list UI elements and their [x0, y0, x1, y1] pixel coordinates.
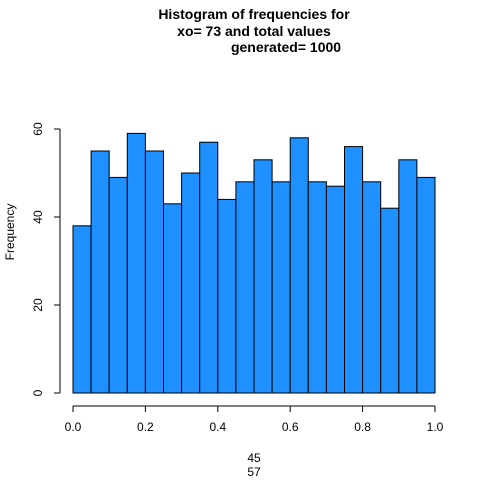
histogram-bar: [271, 181, 291, 394]
histogram-bar: [344, 146, 364, 394]
x-tick-label: 0.4: [209, 420, 226, 434]
histogram-bar: [163, 203, 183, 394]
histogram-bar: [362, 181, 382, 394]
histogram-bar: [253, 159, 273, 394]
y-tick-label: 20: [31, 298, 45, 312]
histogram-bar: [90, 150, 110, 394]
x-tick-label: 1.0: [427, 420, 444, 434]
histogram-bar: [307, 181, 327, 394]
y-tick-label: 60: [31, 122, 45, 136]
histogram-bar: [398, 159, 418, 394]
histogram-bar: [126, 132, 146, 394]
chart-title-line-3: generated= 1000: [231, 39, 341, 55]
histogram-bar: [416, 176, 436, 394]
x-tick-label: 0.8: [354, 420, 371, 434]
y-tick-label: 0: [31, 389, 45, 396]
histogram-bar: [217, 198, 237, 394]
histogram-bar: [144, 150, 164, 394]
chart-title-line-1: Histogram of frequencies for: [158, 6, 350, 22]
x-tick-label: 0.6: [282, 420, 299, 434]
y-tick-label: 40: [31, 210, 45, 224]
histogram-bar: [181, 172, 201, 394]
y-axis-label: Frequency: [3, 204, 17, 261]
histogram-bar: [289, 137, 309, 394]
x-axis-label-line-2: 57: [247, 465, 261, 479]
histogram-bar: [380, 207, 400, 394]
histogram-bar: [325, 185, 345, 394]
histogram-bar: [235, 181, 255, 394]
x-tick-label: 0.2: [137, 420, 154, 434]
x-axis-label-line-1: 45: [247, 451, 261, 465]
axes-group: 0.0 0.2 0.4 0.6 0.8 1.0 0 20 40 60: [31, 122, 444, 434]
bars-group: [72, 132, 436, 394]
histogram-bar: [199, 141, 219, 394]
histogram-bar: [72, 225, 92, 394]
chart-title-line-2: xo= 73 and total values: [177, 23, 331, 39]
x-tick-label: 0.0: [65, 420, 82, 434]
histogram-bar: [108, 176, 128, 394]
